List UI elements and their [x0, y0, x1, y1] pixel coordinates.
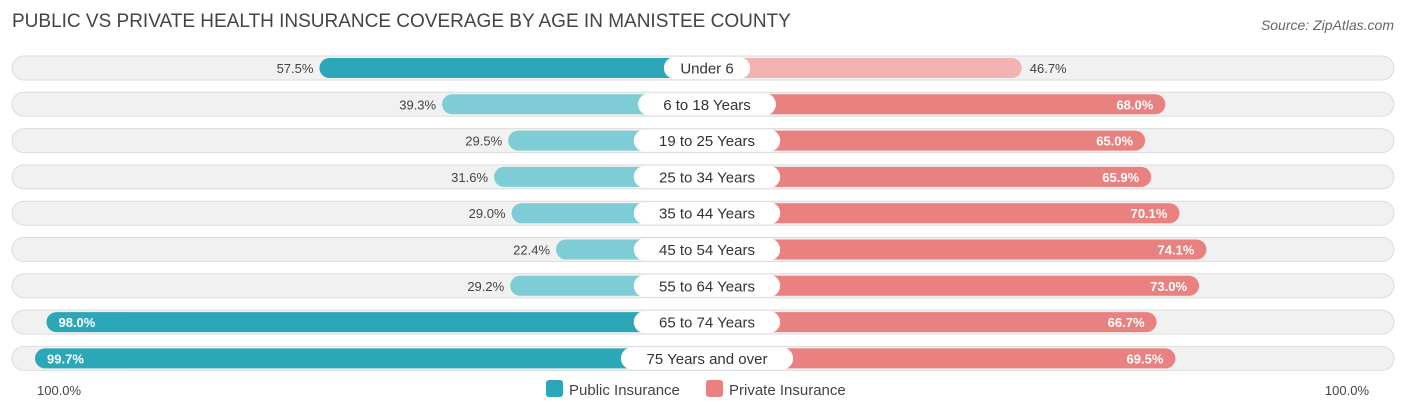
value-label-public: 98.0%: [58, 315, 95, 330]
category-pill: [633, 238, 781, 261]
chart-row: 31.6% 65.9% 25 to 34 Years: [11, 164, 1395, 190]
bar-private: [707, 203, 1180, 224]
value-label-public: 29.2%: [467, 279, 504, 294]
category-label: 19 to 25 Years: [659, 133, 755, 150]
value-label-public: 22.4%: [513, 243, 550, 258]
category-label: 55 to 64 Years: [659, 278, 755, 295]
value-label-private: 66.7%: [1108, 315, 1145, 330]
legend-private-swatch: [706, 380, 723, 397]
chart-row: 29.0% 70.1% 35 to 44 Years: [11, 200, 1395, 226]
value-label-public: 29.0%: [469, 206, 506, 221]
value-label-public: 29.5%: [465, 134, 502, 149]
chart-row: 39.3% 68.0% 6 to 18 Years: [11, 91, 1395, 117]
bar-public: [35, 348, 708, 369]
category-label: 6 to 18 Years: [663, 97, 751, 114]
legend: Public Insurance Private Insurance: [546, 380, 846, 399]
bar-private: [707, 312, 1157, 333]
axis-left-label: 100.0%: [37, 383, 82, 398]
chart-row: 29.2% 73.0% 55 to 64 Years: [11, 273, 1395, 299]
category-pill: [633, 202, 781, 225]
bar-private: [707, 166, 1152, 187]
category-label: 65 to 74 Years: [659, 315, 755, 332]
bar-private: [707, 94, 1166, 115]
bar-public: [319, 58, 707, 78]
category-label: 75 Years and over: [647, 351, 768, 368]
value-label-private: 46.7%: [1030, 61, 1067, 76]
category-label: 25 to 34 Years: [659, 169, 755, 186]
category-label: 35 to 44 Years: [659, 206, 755, 223]
value-label-public: 57.5%: [277, 61, 314, 76]
chart-source: Source: ZipAtlas.com: [1261, 17, 1394, 33]
chart-row: 99.7% 69.5% 75 Years and over: [11, 345, 1395, 371]
value-label-private: 69.5%: [1127, 351, 1164, 366]
chart-rows: 57.5% 46.7% Under 6 39.3% 68.0% 6 to 18 Years…: [11, 55, 1395, 371]
value-label-public: 39.3%: [399, 97, 436, 112]
value-label-private: 65.0%: [1096, 134, 1133, 149]
category-pill: [633, 311, 781, 334]
value-label-private: 74.1%: [1158, 243, 1195, 258]
bar-private: [707, 239, 1207, 260]
category-label: 45 to 54 Years: [659, 242, 755, 259]
value-label-private: 70.1%: [1131, 206, 1168, 221]
legend-public-swatch: [546, 380, 563, 397]
bar-private: [707, 58, 1022, 78]
chart-row: 29.5% 65.0% 19 to 25 Years: [11, 128, 1395, 154]
value-label-public: 31.6%: [451, 170, 488, 185]
bar-private: [707, 275, 1200, 296]
category-pill: [663, 57, 751, 79]
value-label-private: 65.9%: [1102, 170, 1139, 185]
chart-row: 98.0% 66.7% 65 to 74 Years: [11, 309, 1395, 335]
axis-right-label: 100.0%: [1325, 383, 1370, 398]
legend-private-label: Private Insurance: [729, 382, 846, 399]
category-label: Under 6: [680, 61, 733, 78]
chart-row: 22.4% 74.1% 45 to 54 Years: [11, 237, 1395, 262]
category-pill: [633, 274, 781, 297]
category-pill: [620, 347, 794, 370]
category-pill: [633, 165, 781, 188]
value-label-public: 99.7%: [47, 351, 84, 366]
bar-private: [707, 348, 1176, 369]
bar-public: [46, 312, 708, 333]
legend-public-label: Public Insurance: [569, 382, 680, 399]
value-label-private: 68.0%: [1116, 97, 1153, 112]
chart-title: PUBLIC VS PRIVATE HEALTH INSURANCE COVER…: [12, 11, 791, 32]
category-pill: [633, 129, 781, 152]
chart-row: 57.5% 46.7% Under 6: [11, 55, 1395, 81]
category-pill: [638, 93, 776, 116]
value-label-private: 73.0%: [1150, 279, 1187, 294]
bar-private: [707, 130, 1146, 151]
